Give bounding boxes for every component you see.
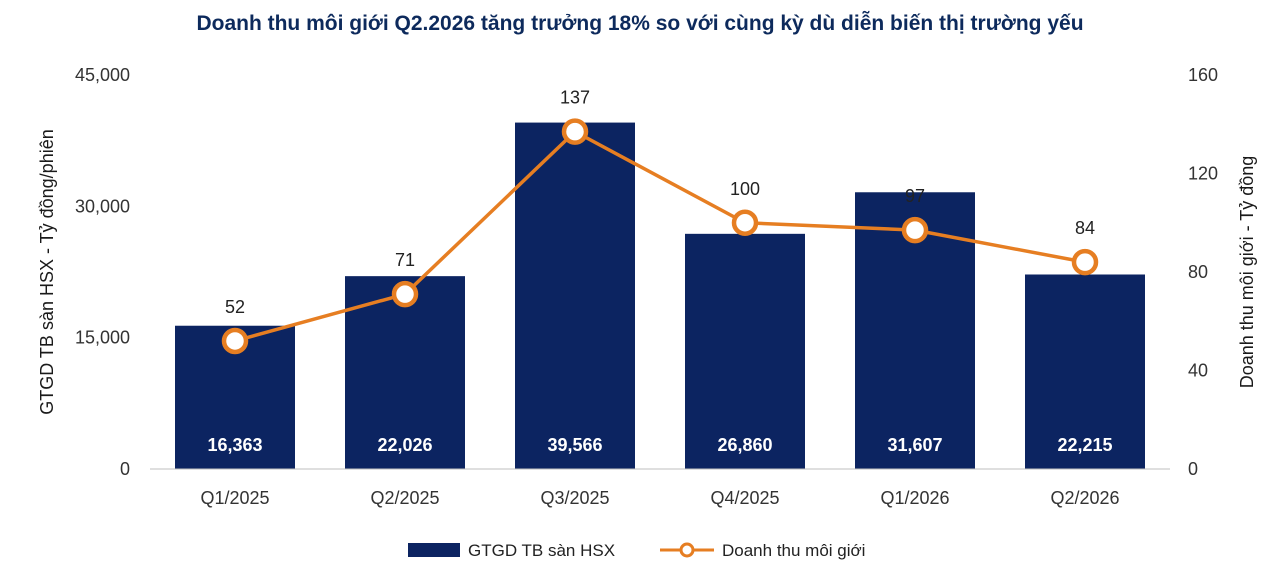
line-point	[391, 280, 419, 308]
bar-value-label: 22,026	[377, 435, 432, 455]
line-value-label: 71	[395, 250, 415, 270]
right-tick-label: 0	[1188, 459, 1198, 479]
left-tick-label: 0	[120, 459, 130, 479]
bar	[515, 122, 635, 469]
x-tick-label: Q1/2025	[200, 488, 269, 508]
line-value-label: 52	[225, 297, 245, 317]
bar	[685, 233, 805, 469]
legend-bar-label: GTGD TB sàn HSX	[468, 541, 615, 560]
left-tick-label: 45,000	[75, 65, 130, 85]
right-tick-label: 120	[1188, 164, 1218, 184]
x-tick-label: Q3/2025	[540, 488, 609, 508]
x-tick-label: Q2/2026	[1050, 488, 1119, 508]
line-point	[901, 216, 929, 244]
left-tick-label: 15,000	[75, 328, 130, 348]
right-tick-label: 80	[1188, 262, 1208, 282]
line-series-path	[234, 129, 1086, 343]
x-tick-label: Q2/2025	[370, 488, 439, 508]
legend-line-marker	[679, 542, 695, 558]
bar	[345, 276, 465, 469]
line-point	[1071, 248, 1099, 276]
bar-value-label: 22,215	[1057, 435, 1112, 455]
legend-line-label: Doanh thu môi giới	[722, 541, 865, 560]
bar	[1025, 274, 1145, 469]
bar-value-label: 31,607	[887, 435, 942, 455]
x-tick-label: Q1/2026	[880, 488, 949, 508]
line-point	[221, 327, 249, 355]
line-point	[561, 118, 589, 145]
legend-bar-swatch	[408, 543, 460, 557]
line-value-label: 137	[560, 88, 590, 108]
line-value-label: 97	[905, 186, 925, 206]
right-tick-label: 40	[1188, 361, 1208, 381]
bar-value-label: 39,566	[547, 435, 602, 455]
right-axis-title: Doanh thu môi giới - Tỷ đồng	[1237, 156, 1257, 389]
line-point	[731, 209, 759, 236]
legend: GTGD TB sàn HSX Doanh thu môi giới	[408, 541, 865, 560]
left-tick-label: 30,000	[75, 196, 130, 216]
chart-title: Doanh thu môi giới Q2.2026 tăng trưởng 1…	[196, 12, 1084, 35]
right-tick-label: 160	[1188, 65, 1218, 85]
bar-value-label: 26,860	[717, 435, 772, 455]
left-axis-title: GTGD TB sàn HSX - Tỷ đồng/phiên	[37, 129, 57, 414]
x-tick-label: Q4/2025	[710, 488, 779, 508]
plot-area: 0 15,000 30,000 45,000 0 40 80 120 160 16,363 22,0…	[75, 65, 1218, 508]
line-value-label: 84	[1075, 218, 1095, 238]
line-value-label: 100	[730, 179, 760, 199]
bar-value-label: 16,363	[207, 435, 262, 455]
